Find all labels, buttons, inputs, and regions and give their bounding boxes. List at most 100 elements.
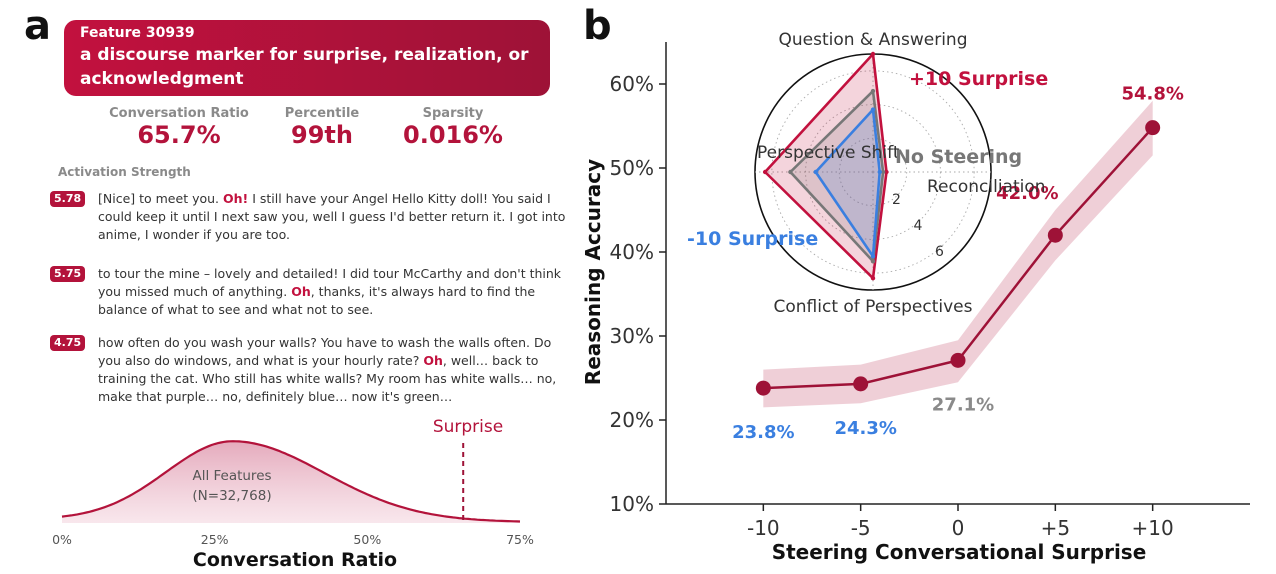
radar-vertex xyxy=(870,51,876,57)
accuracy-value-label: 23.8% xyxy=(732,422,794,443)
radar-vertex xyxy=(877,169,882,175)
radar-series-labels: +10 Surprise No Steering -10 Surprise xyxy=(687,68,1048,250)
y-axis-label: Reasoning Accuracy xyxy=(581,159,605,385)
accuracy-points xyxy=(755,120,1161,396)
example-text: [Nice] to meet you. Oh! I still have you… xyxy=(98,190,568,244)
x-tick-label: 0 xyxy=(952,516,965,540)
accuracy-value-label: 27.1% xyxy=(932,394,994,415)
radar-vertex xyxy=(788,169,793,175)
surprise-marker-label: Surprise xyxy=(433,417,503,437)
distribution-curve xyxy=(61,440,521,523)
stat-percentile: Percentile 99th xyxy=(237,106,407,149)
stat-label: Percentile xyxy=(284,106,360,121)
accuracy-point xyxy=(853,376,869,392)
accuracy-point xyxy=(1047,227,1063,243)
panel-b-letter: b xyxy=(583,3,612,49)
x-tick-label: +10 xyxy=(1132,516,1174,540)
radar-radial-tick: 2 xyxy=(892,192,901,208)
stat-sparsity: Sparsity 0.016% xyxy=(368,106,538,149)
activation-badge: 5.75 xyxy=(50,266,86,282)
radar-axis-label: Perspective Shift xyxy=(757,143,900,163)
radar-vertex xyxy=(884,169,889,175)
discourse-marker: Oh xyxy=(423,353,443,368)
radar-series-label: No Steering xyxy=(895,146,1022,168)
discourse-marker: Oh xyxy=(291,284,311,299)
activation-badge: 5.78 xyxy=(50,191,86,207)
radar-axis-label: Question & Answering xyxy=(778,30,967,50)
activation-strength-label: Activation Strength xyxy=(58,165,191,179)
distribution-x-tick: 75% xyxy=(506,532,534,547)
stat-value: 99th xyxy=(291,121,353,149)
y-tick-label: 40% xyxy=(610,240,654,264)
radar-grid-ring xyxy=(805,104,941,240)
radar-vertex xyxy=(870,259,876,264)
all-features-label: All Features xyxy=(192,468,271,484)
stat-value: 65.7% xyxy=(137,121,221,149)
example-text: to tour the mine – lovely and detailed! … xyxy=(98,265,568,319)
example-text-before: how often do you wash your walls? You ha… xyxy=(98,335,552,368)
accuracy-value-label: 42.0% xyxy=(996,183,1058,204)
radar-inset: Question & Answering Reconciliation Confli… xyxy=(687,30,1048,317)
radar-vertex xyxy=(880,169,886,175)
y-tick-label: 10% xyxy=(610,492,654,516)
example-text-after: , thanks, it's always hard to find the b… xyxy=(98,284,536,317)
x-axis-ticks: -10 -5 0 +5 +10 xyxy=(747,504,1174,540)
y-tick-label: 60% xyxy=(610,72,654,96)
radar-radial-tick: 4 xyxy=(914,218,923,234)
radar-grid-ring xyxy=(838,137,908,207)
distribution-x-tick: 25% xyxy=(201,532,229,547)
example-text-before: to tour the mine – lovely and detailed! … xyxy=(98,266,562,299)
activation-badge: 4.75 xyxy=(50,335,86,351)
accuracy-point xyxy=(1145,120,1161,136)
radar-series xyxy=(762,51,889,281)
example-text-after: I still have your Angel Hello Kitty doll… xyxy=(98,191,566,242)
radar-axis-label: Reconciliation xyxy=(927,177,1046,197)
distribution-x-tick: 50% xyxy=(353,532,381,547)
accuracy-point xyxy=(950,352,966,368)
radar-series-label: -10 Surprise xyxy=(687,228,818,250)
accuracy-value-label: 54.8% xyxy=(1121,84,1183,105)
stat-label: Conversation Ratio xyxy=(109,106,249,121)
radar-axis-label: Conflict of Perspectives xyxy=(774,297,973,317)
y-tick-label: 50% xyxy=(610,156,654,180)
feature-id: Feature 30939 xyxy=(80,25,195,41)
accuracy-value-label: 24.3% xyxy=(834,418,896,439)
x-axis-label: Steering Conversational Surprise xyxy=(772,540,1147,564)
y-tick-label: 30% xyxy=(610,324,654,348)
feature-description: a discourse marker for surprise, realiza… xyxy=(80,45,529,89)
confidence-band xyxy=(763,100,1153,408)
radar-axis-labels: Question & Answering Reconciliation Confli… xyxy=(757,30,1046,317)
panel-a-letter: a xyxy=(24,3,51,49)
x-tick-label: +5 xyxy=(1041,516,1070,540)
y-tick-label: 20% xyxy=(610,408,654,432)
example-text-before: [Nice] to meet you. xyxy=(98,191,223,206)
discourse-marker: Oh! xyxy=(222,191,249,206)
accuracy-value-labels: 23.8% 24.3% 27.1% 42.0% 54.8% xyxy=(732,84,1184,443)
radar-vertex xyxy=(870,254,876,259)
radar-radial-ticks: 246 xyxy=(892,192,944,260)
stat-conversation-ratio: Conversation Ratio 65.7% xyxy=(94,106,264,149)
radar-vertex xyxy=(813,169,818,175)
accuracy-chart: 10% 20% 30% 40% 50% 60% -10 -5 0 +5 +10 23.8% 24.3… xyxy=(581,30,1250,564)
radar-vertex xyxy=(870,107,876,112)
y-axis-ticks: 10% 20% 30% 40% 50% 60% xyxy=(610,72,666,516)
stat-label: Sparsity xyxy=(422,106,484,121)
x-tick-label: -10 xyxy=(747,516,780,540)
distribution-x-tick: 0% xyxy=(52,532,72,547)
all-features-count: (N=32,768) xyxy=(192,488,271,504)
radar-series-label: +10 Surprise xyxy=(909,68,1048,90)
stat-value: 0.016% xyxy=(403,121,503,149)
accuracy-point xyxy=(755,380,771,396)
radar-vertex xyxy=(762,169,768,175)
radar-radial-tick: 6 xyxy=(935,244,944,260)
distribution-x-ticks: 0% 25% 50% 75% xyxy=(52,532,534,547)
example-text-after: , well… back to training the cat. Who st… xyxy=(98,353,557,404)
feature-banner: Feature 30939 a discourse marker for sur… xyxy=(64,20,550,96)
distribution-x-axis-label: Conversation Ratio xyxy=(193,549,397,571)
x-tick-label: -5 xyxy=(851,516,871,540)
radar-vertex xyxy=(870,88,876,94)
distribution-plot: Surprise All Features (N=32,768) 0% 25% 50… xyxy=(52,417,534,571)
example-text: how often do you wash your walls? You ha… xyxy=(98,334,568,406)
radar-vertex xyxy=(870,276,876,281)
distribution-fill xyxy=(62,441,520,523)
